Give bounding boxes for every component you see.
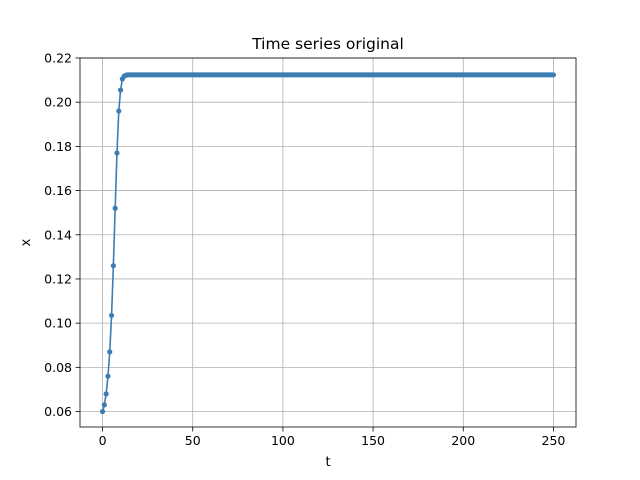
y-tick-label: 0.22 <box>44 51 72 66</box>
y-tick-label: 0.10 <box>44 316 72 331</box>
data-point <box>105 373 111 379</box>
grid <box>80 57 576 427</box>
x-tick-label: 0 <box>99 433 107 448</box>
y-tick-label: 0.18 <box>44 139 72 154</box>
data-point <box>116 108 122 114</box>
x-tick-label: 200 <box>451 433 475 448</box>
y-axis-label: x <box>19 238 34 246</box>
y-tick-label: 0.06 <box>44 404 72 419</box>
data-point <box>110 263 116 269</box>
data-point <box>550 72 557 78</box>
plot-frame <box>79 57 577 428</box>
x-tick-label: 50 <box>185 433 201 448</box>
y-tick-label: 0.08 <box>44 360 72 375</box>
y-tick-label: 0.12 <box>44 271 72 286</box>
y-tick-label: 0.16 <box>44 183 72 198</box>
data-point <box>114 150 120 156</box>
y-tick-label: 0.14 <box>44 227 72 242</box>
x-tick-label: 150 <box>361 433 385 448</box>
x-axis-label: t <box>325 455 330 470</box>
data-point <box>99 408 106 415</box>
axis-ticks: 0 50 100 150 200 250 0.06 0.08 0.10 0.12 0.14 0.16 0… <box>44 51 565 449</box>
data-point <box>107 349 113 355</box>
data-point <box>112 205 118 211</box>
data-point <box>108 312 115 319</box>
data-point <box>103 391 109 397</box>
chart-title: Time series original <box>251 35 404 53</box>
data-point <box>117 87 124 93</box>
data-series <box>99 72 557 415</box>
y-tick-label: 0.20 <box>44 95 72 110</box>
x-tick-label: 250 <box>542 433 566 448</box>
x-tick-label: 100 <box>271 433 295 448</box>
data-point <box>101 402 107 408</box>
